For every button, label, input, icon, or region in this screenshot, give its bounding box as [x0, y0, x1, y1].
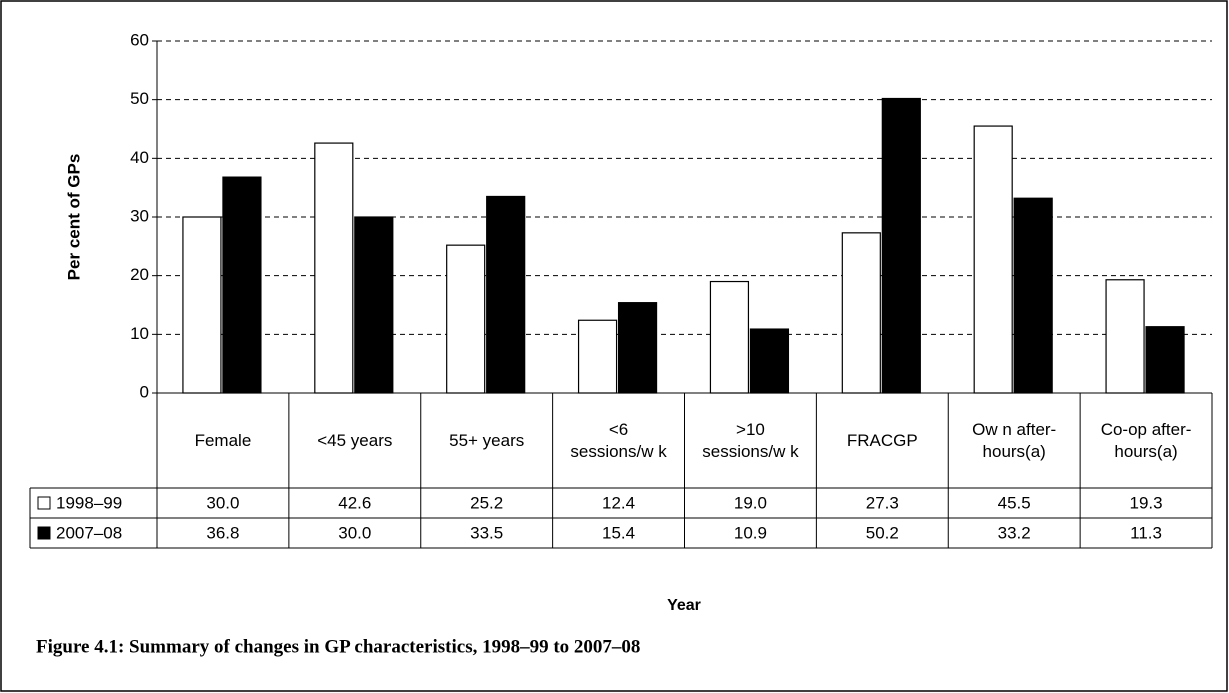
y-tick-label: 30 — [130, 206, 149, 225]
table-value: 10.9 — [734, 523, 767, 542]
table-value: 36.8 — [206, 523, 239, 542]
x-tick-label: Co-op after- hours(a) — [1100, 419, 1192, 461]
legend-swatch — [37, 496, 51, 510]
table-value: 11.3 — [1130, 523, 1162, 542]
legend-label: 1998–99 — [56, 493, 122, 512]
x-tick-label: FRACGP — [846, 430, 918, 450]
y-tick-label: 40 — [130, 148, 149, 167]
x-axis-title: Year — [667, 597, 701, 614]
bar — [973, 125, 1013, 394]
table-value: 25.2 — [470, 493, 503, 512]
x-tick-label: <45 years — [317, 430, 393, 450]
y-tick-label: 20 — [130, 265, 149, 284]
y-axis-title: Per cent of GPs — [64, 154, 83, 281]
y-tick-label: 0 — [140, 382, 149, 401]
x-tick-label: <6 sessions/w k — [570, 419, 667, 461]
table-value: 19.3 — [1130, 493, 1163, 512]
bar — [617, 302, 658, 394]
table-value: 30.0 — [338, 523, 371, 542]
table-value: 45.5 — [998, 493, 1031, 512]
bar — [314, 142, 354, 394]
x-tick-label: >10 sessions/w k — [702, 419, 799, 461]
x-tick-label: 55+ years — [449, 430, 525, 450]
bar — [182, 216, 222, 394]
bar — [881, 97, 921, 394]
chart-title: Figure 4.1: Summary of changes in GP cha… — [36, 636, 640, 657]
bar — [446, 244, 486, 394]
y-tick-label: 60 — [130, 30, 149, 49]
bar — [1013, 197, 1053, 394]
table-value: 33.2 — [998, 523, 1031, 542]
table-value: 30.0 — [206, 493, 239, 512]
y-tick-label: 10 — [130, 324, 149, 343]
bar — [1105, 279, 1145, 394]
bar — [577, 319, 618, 394]
bar — [486, 195, 526, 394]
table-value: 42.6 — [338, 493, 371, 512]
bar — [354, 216, 394, 394]
legend-swatch — [37, 526, 51, 540]
bar — [1145, 326, 1185, 394]
bar — [749, 328, 790, 394]
table-value: 15.4 — [602, 523, 635, 542]
table-value: 27.3 — [866, 493, 899, 512]
bar — [222, 176, 262, 394]
table-value: 50.2 — [866, 523, 899, 542]
legend-label: 2007–08 — [56, 523, 122, 542]
x-tick-label: Ow n after- hours(a) — [972, 419, 1057, 461]
bar — [841, 232, 881, 394]
table-value: 33.5 — [470, 523, 503, 542]
table-value: 12.4 — [602, 493, 635, 512]
table-value: 19.0 — [734, 493, 767, 512]
bar — [709, 280, 750, 394]
y-tick-label: 50 — [130, 89, 149, 108]
x-tick-label: Female — [194, 430, 252, 450]
